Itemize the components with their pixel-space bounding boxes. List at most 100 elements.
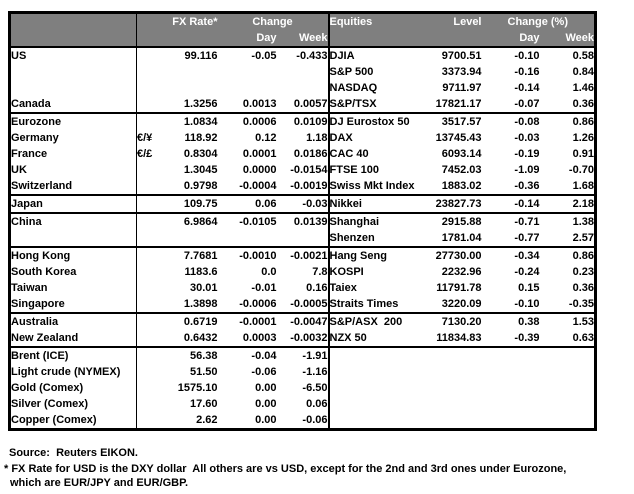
- equity-day-change-cell: -0.77: [514, 232, 540, 244]
- equity-level-cell: 2915.88: [428, 212, 482, 230]
- equity-week-change-cell: 0.91: [572, 148, 594, 160]
- fx-rate-cell: 30.01: [189, 282, 218, 294]
- fx-rate-cell: 1.0834: [162, 112, 218, 130]
- equity-name-cell: DAX: [327, 130, 429, 146]
- equity-name-cell: Shanghai: [327, 212, 429, 230]
- fx-pair-cell: [136, 194, 163, 213]
- equity-level-cell: 3373.94: [441, 66, 482, 78]
- fx-country-cell: Silver (Comex): [11, 398, 89, 410]
- equity-level-cell: [429, 380, 482, 396]
- fx-pair-cell: [136, 80, 163, 96]
- equity-week-change-cell: [539, 346, 596, 364]
- table-row: Shenzen 1781.04 -0.77 2.57: [10, 230, 596, 247]
- fx-pair-cell: [136, 396, 163, 412]
- table-row: Copper (Comex) 2.62 0.00 -0.06: [10, 412, 596, 430]
- fx-pair-cell: [136, 312, 163, 330]
- equity-level-cell: 3220.09: [441, 298, 482, 310]
- equity-day-header: Day: [481, 30, 540, 48]
- fx-week-change-cell: 1.18: [306, 132, 328, 144]
- equity-day-change-cell: -0.36: [514, 180, 540, 192]
- equity-name-cell: Nikkei: [327, 194, 429, 213]
- fx-day-change-cell: -0.05: [251, 50, 277, 62]
- equity-name-cell: FTSE 100: [327, 162, 429, 178]
- equity-level-cell: [429, 412, 482, 430]
- fx-week-change-cell: -0.03: [276, 194, 329, 213]
- table-row: US 99.116 -0.05 -0.433 DJIA 9700.51 -0.10 0.58: [10, 47, 596, 64]
- fx-country-cell: New Zealand: [11, 332, 79, 344]
- market-data-table: FX Rate* Change Equities Level Change (%…: [8, 11, 597, 431]
- equity-day-change-cell: -0.16: [514, 66, 540, 78]
- equity-name-cell: [327, 396, 429, 412]
- fx-week-change-cell: 0.0109: [276, 112, 329, 130]
- fx-day-change-cell: 0.0000: [242, 164, 277, 176]
- fx-country-cell: China: [9, 212, 137, 230]
- header-row-2: Day Week Day Week: [9, 30, 596, 48]
- fx-pair-cell: [136, 112, 163, 130]
- equity-week-change-cell: [540, 380, 596, 396]
- equity-week-header: Week: [539, 30, 596, 48]
- fx-pair-cell: [136, 246, 163, 264]
- fx-day-change-cell: 0.06: [217, 194, 277, 213]
- equity-change-header: Change (%): [481, 12, 596, 30]
- fx-day-change-cell: 0.0003: [242, 332, 277, 344]
- equity-name-cell: CAC 40: [327, 146, 429, 162]
- fx-week-change-cell: -1.91: [276, 346, 329, 364]
- table-row: Singapore 1.3898 -0.0006 -0.0005 Straits Tim…: [10, 296, 596, 313]
- fx-rate-cell: 2.62: [196, 414, 218, 426]
- fx-rate-cell: 6.9864: [162, 212, 218, 230]
- fx-pair-cell: [136, 412, 163, 430]
- fx-country-subheader: [9, 30, 137, 48]
- table-row: France €/£ 0.8304 0.0001 0.0186 CAC 40 6093.14…: [10, 146, 596, 162]
- fx-rate-cell: 51.50: [189, 366, 218, 378]
- table-header: FX Rate* Change Equities Level Change (%…: [9, 12, 596, 48]
- table-row: Light crude (NYMEX) 51.50 -0.06 -1.16: [10, 364, 596, 380]
- equity-day-change-cell: -0.71: [481, 212, 540, 230]
- equity-name-subheader: [327, 30, 429, 48]
- fx-rate-cell: 7.7681: [162, 246, 218, 264]
- fx-country-header: [9, 12, 137, 30]
- fx-week-change-cell: 7.8: [312, 266, 328, 278]
- table-row: Australia 0.6719 -0.0001 -0.0047 S&P/ASX 200…: [9, 312, 596, 330]
- fx-week-change-cell: -0.06: [302, 414, 328, 426]
- table-row: South Korea 1183.6 0.0 7.8 KOSPI 2232.96 -0.24…: [10, 264, 596, 280]
- equity-name-cell: DJ Eurostox 50: [327, 112, 429, 130]
- fx-day-change-cell: 0.0006: [217, 112, 277, 130]
- table-row: Gold (Comex) 1575.10 0.00 -6.50: [10, 380, 596, 396]
- table-row: Silver (Comex) 17.60 0.00 0.06: [10, 396, 596, 412]
- fx-country-cell: Copper (Comex): [11, 414, 97, 426]
- fx-country-cell: Gold (Comex): [11, 382, 84, 394]
- equity-level-cell: 7452.03: [441, 164, 482, 176]
- fx-week-change-cell: -0.0021: [276, 246, 329, 264]
- fx-day-change-cell: -0.06: [251, 366, 277, 378]
- fx-day-change-cell: -0.0001: [217, 312, 277, 330]
- equity-day-change-cell: 0.15: [518, 282, 540, 294]
- equity-week-change-cell: 1.26: [572, 132, 594, 144]
- equity-week-change-cell: 2.18: [539, 194, 596, 213]
- equity-day-change-cell: [482, 364, 540, 380]
- equity-week-change-cell: -0.70: [568, 164, 594, 176]
- fx-rate-cell: 1183.6: [184, 266, 218, 278]
- equity-week-change-cell: 0.86: [539, 246, 596, 264]
- equity-week-change-cell: 0.63: [572, 332, 594, 344]
- equity-day-change-cell: -0.07: [514, 98, 540, 110]
- fx-country-cell: France: [11, 148, 48, 160]
- fx-country-cell: Light crude (NYMEX): [11, 366, 121, 378]
- fx-week-change-cell: [277, 230, 329, 247]
- equity-name-cell: NASDAQ: [327, 80, 429, 96]
- equity-name-cell: Hang Seng: [327, 246, 429, 264]
- fx-rate-cell: 0.6432: [183, 332, 218, 344]
- fx-week-change-cell: -0.0019: [290, 180, 328, 192]
- fx-pair-cell: [136, 296, 163, 313]
- equity-name-cell: S&P/ASX 200: [327, 312, 429, 330]
- equity-level-cell: 7130.20: [428, 312, 482, 330]
- equity-name-cell: KOSPI: [327, 264, 429, 280]
- fx-week-change-cell: -0.0005: [290, 298, 328, 310]
- table-row: New Zealand 0.6432 0.0003 -0.0032 NZX 50 1183…: [10, 330, 596, 347]
- fx-country-cell: US: [11, 50, 27, 62]
- equity-week-change-cell: 0.36: [572, 282, 594, 294]
- equity-day-change-cell: -0.24: [514, 266, 540, 278]
- fx-pair-cell: [136, 162, 163, 178]
- fx-country-cell: Brent (ICE): [9, 346, 137, 364]
- fx-rate-cell: 1.3256: [183, 98, 218, 110]
